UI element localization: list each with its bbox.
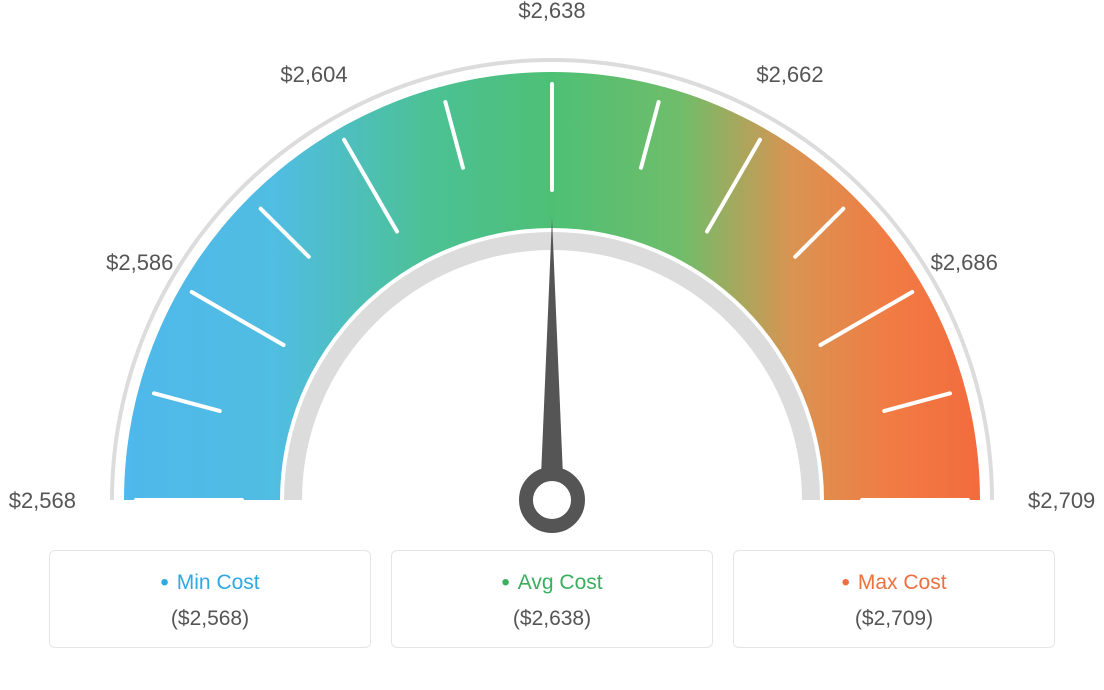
max-cost-card: Max Cost ($2,709) bbox=[733, 550, 1055, 648]
scale-label: $2,638 bbox=[518, 0, 585, 23]
cost-cards-row: Min Cost ($2,568) Avg Cost ($2,638) Max … bbox=[0, 550, 1104, 648]
scale-label: $2,586 bbox=[106, 250, 173, 275]
max-cost-value: ($2,709) bbox=[734, 607, 1054, 631]
min-cost-label: Min Cost bbox=[50, 569, 370, 597]
avg-cost-card: Avg Cost ($2,638) bbox=[391, 550, 713, 648]
gauge-chart: $2,568 $2,586 $2,604 $2,638 $2,662 $2,686 $2,7… bbox=[0, 0, 1104, 540]
max-cost-label: Max Cost bbox=[734, 569, 1054, 597]
min-cost-card: Min Cost ($2,568) bbox=[49, 550, 371, 648]
scale-label: $2,686 bbox=[931, 250, 998, 275]
scale-label: $2,709 bbox=[1028, 488, 1095, 513]
scale-label: $2,604 bbox=[280, 62, 347, 87]
avg-cost-value: ($2,638) bbox=[392, 607, 712, 631]
scale-label: $2,568 bbox=[9, 488, 76, 513]
gauge-svg: $2,568 $2,586 $2,604 $2,638 $2,662 $2,686 $2,7… bbox=[0, 0, 1104, 540]
min-cost-value: ($2,568) bbox=[50, 607, 370, 631]
avg-cost-label: Avg Cost bbox=[392, 569, 712, 597]
scale-label: $2,662 bbox=[756, 62, 823, 87]
